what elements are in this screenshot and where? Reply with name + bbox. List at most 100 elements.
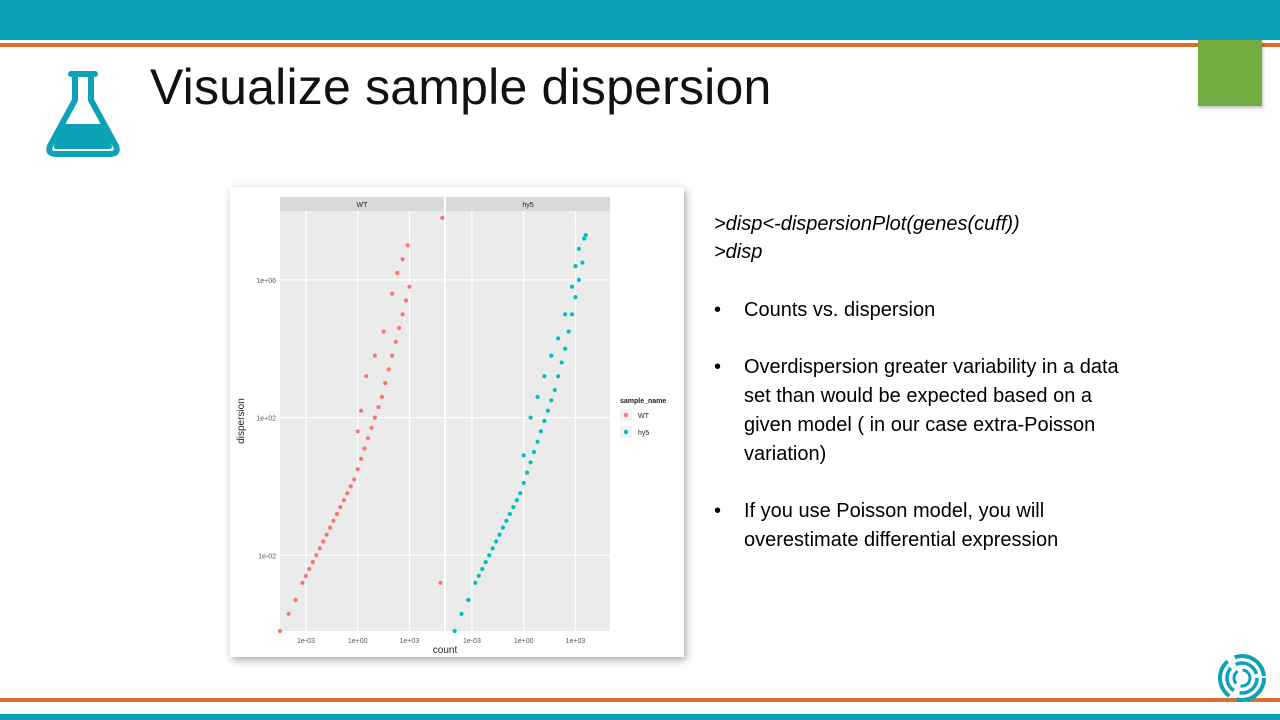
data-point-hy5 [563, 312, 568, 317]
logo-icon [1218, 654, 1266, 702]
data-point-hy5 [556, 374, 561, 379]
data-point-wt [317, 546, 322, 551]
data-point-wt [403, 298, 409, 303]
bullet-list: • Counts vs. dispersion • Overdispersion… [714, 296, 1134, 555]
data-point-wt [362, 446, 367, 451]
data-point-wt [303, 573, 308, 578]
data-point-hy5 [494, 539, 499, 544]
panel-strip [280, 197, 444, 211]
data-point-hy5 [576, 246, 581, 251]
data-point-hy5 [563, 346, 568, 351]
data-point-wt [352, 477, 357, 482]
bullet-item-2: • Overdispersion greater variability in … [714, 353, 1134, 469]
data-point-wt [314, 553, 319, 558]
data-point-hy5 [459, 611, 464, 616]
x-tick-label: 1e+00 [348, 638, 368, 645]
data-point-wt [383, 381, 388, 386]
data-point-hy5 [569, 284, 575, 289]
dispersion-plot-svg: WT 1e-03 1e+00 1e+03 hy5 1e-03 1e+00 1e+03 1e+06… [236, 197, 666, 656]
data-point-hy5 [483, 560, 488, 565]
data-point-hy5 [511, 505, 516, 510]
data-point-hy5 [473, 580, 478, 585]
data-point-hy5 [518, 491, 523, 496]
data-point-wt [359, 408, 364, 413]
data-point-wt [365, 436, 371, 441]
data-point-hy5 [531, 449, 537, 455]
data-point-wt [341, 498, 346, 503]
data-point-hy5 [542, 374, 547, 379]
y-axis-label: dispersion [236, 398, 247, 444]
bullet-glyph: • [714, 500, 722, 522]
data-point-hy5 [556, 336, 561, 341]
data-point-hy5 [507, 511, 512, 517]
x-tick-label: 1e-03 [297, 638, 315, 645]
x-tick-label: 1e+00 [514, 638, 534, 645]
y-tick-label: 1e+06 [256, 278, 276, 285]
header-rule [0, 43, 1280, 47]
legend-swatch [623, 429, 629, 435]
data-point-wt [321, 539, 326, 544]
legend-label: WT [638, 413, 650, 420]
data-point-hy5 [549, 398, 554, 403]
data-point-wt [307, 566, 312, 572]
data-point-wt [405, 243, 410, 248]
data-point-wt [390, 353, 395, 358]
data-point-wt [381, 329, 386, 334]
data-point-hy5 [576, 277, 581, 282]
data-point-wt [372, 353, 377, 358]
data-point-wt [277, 628, 283, 634]
data-point-wt [390, 291, 395, 296]
x-axis-label: count [433, 645, 458, 656]
data-point-wt [369, 425, 374, 430]
x-tick-label: 1e-03 [463, 638, 481, 645]
data-point-wt [364, 374, 369, 379]
code-line-1: >disp<-dispersionPlot(genes(cuff)) [714, 213, 1020, 235]
panel-background [446, 211, 610, 631]
bullet-glyph: • [714, 356, 722, 378]
slide-content: >disp<-dispersionPlot(genes(cuff)) >disp… [714, 210, 1134, 583]
data-point-hy5 [535, 439, 540, 444]
slide-title: Visualize sample dispersion [150, 59, 772, 115]
data-point-hy5 [497, 532, 502, 537]
data-point-wt [376, 405, 381, 410]
data-point-hy5 [514, 498, 519, 503]
bullet-item-1: • Counts vs. dispersion [714, 296, 1134, 325]
data-point-wt [386, 367, 391, 372]
panel-strip [446, 197, 610, 211]
data-point-hy5 [573, 295, 578, 300]
data-point-hy5 [573, 264, 578, 269]
data-point-wt [400, 257, 405, 262]
data-point-wt [293, 597, 298, 603]
data-point-wt [338, 505, 343, 510]
data-point-wt [324, 532, 329, 537]
data-point-wt [397, 325, 402, 331]
data-point-hy5 [500, 525, 506, 530]
data-point-hy5 [580, 260, 585, 265]
data-point-hy5 [487, 553, 492, 558]
data-point-hy5 [569, 312, 575, 317]
y-tick-label: 1e-02 [258, 553, 276, 560]
flask-icon [46, 71, 120, 157]
data-point-hy5 [521, 480, 526, 486]
data-point-wt [334, 511, 340, 517]
data-point-wt [355, 429, 360, 434]
panel-strip-label: WT [357, 202, 369, 209]
x-tick-label: 1e+03 [400, 638, 420, 645]
data-point-hy5 [504, 518, 509, 523]
data-point-wt [400, 312, 405, 317]
data-point-hy5 [490, 546, 495, 551]
panel-strip-label: hy5 [522, 202, 533, 209]
dispersion-plot: WT 1e-03 1e+00 1e+03 hy5 1e-03 1e+00 1e+03 1e+06… [230, 187, 684, 657]
data-point-hy5 [552, 387, 557, 393]
data-point-wt [286, 611, 291, 616]
header-bar [0, 0, 1280, 40]
data-point-hy5 [521, 453, 526, 458]
bullet-text-1: Counts vs. dispersion [744, 299, 936, 321]
data-point-wt [348, 484, 353, 489]
x-tick-label: 1e+03 [566, 638, 586, 645]
data-point-wt [359, 456, 364, 461]
legend-swatch [623, 412, 629, 418]
data-point-wt [345, 491, 350, 496]
data-point-hy5 [538, 429, 543, 434]
data-point-wt [407, 284, 412, 289]
